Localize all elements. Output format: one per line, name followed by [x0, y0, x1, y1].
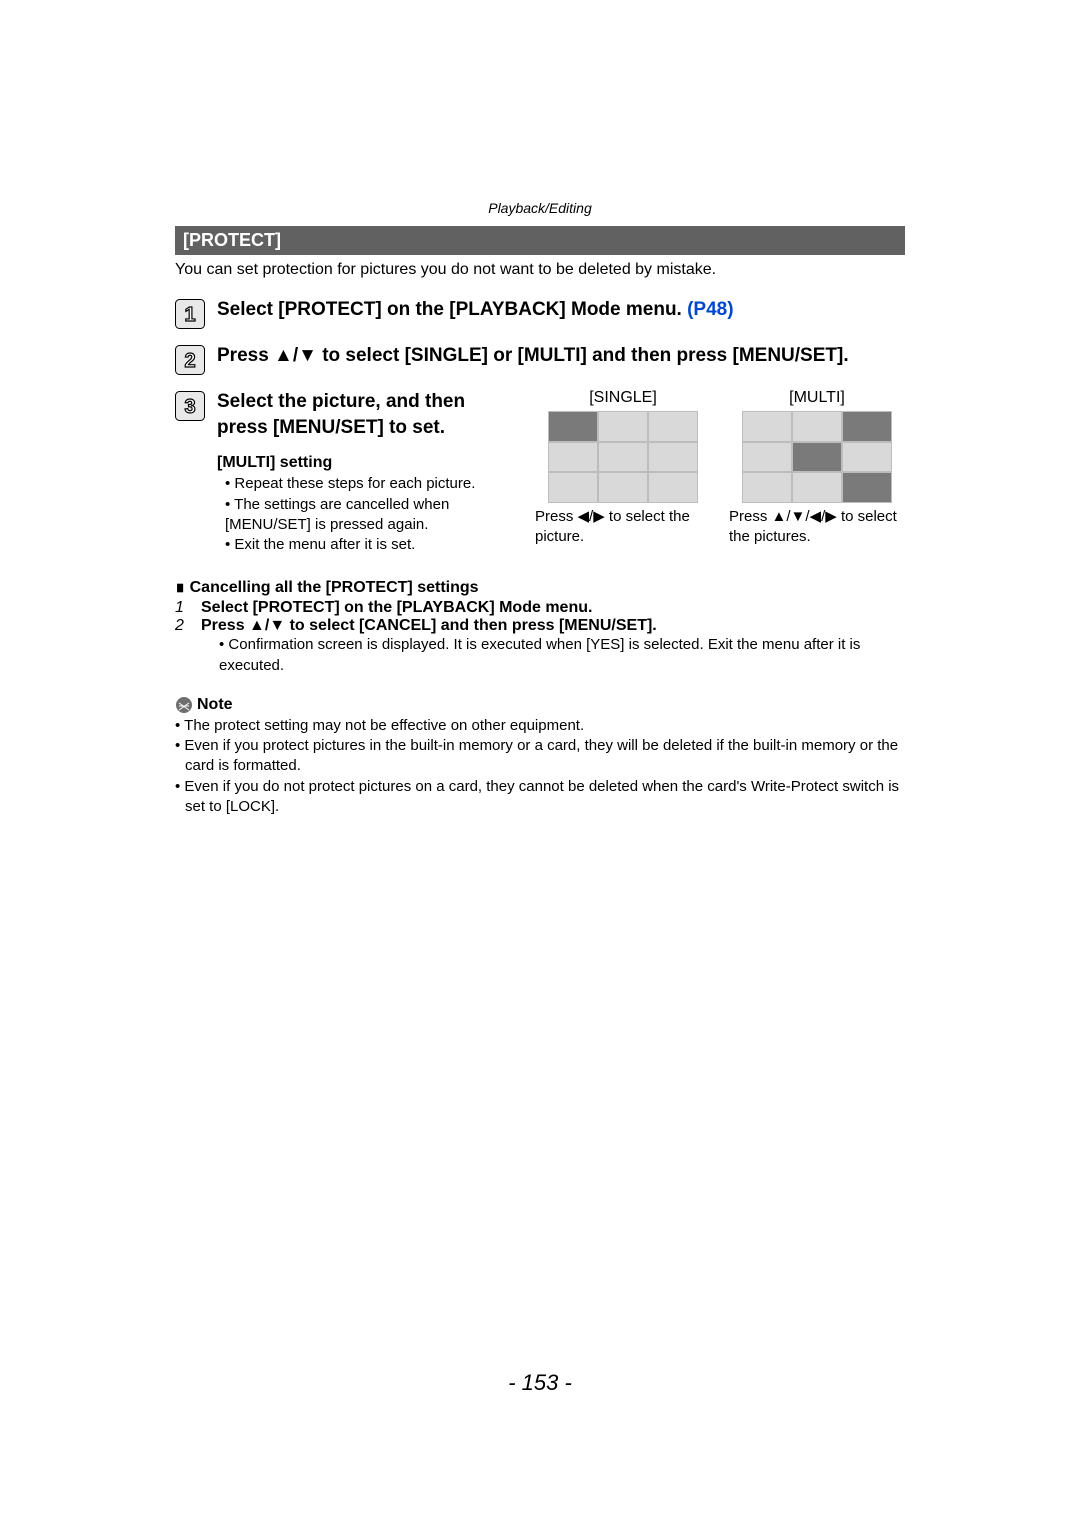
step-number-icon: 1 [175, 299, 205, 329]
bullet-item: Confirmation screen is displayed. It is … [219, 635, 905, 676]
step-3: 3 Select the picture, and then press [ME… [175, 389, 905, 555]
note-header: Note [175, 696, 905, 714]
multi-caption: Press ▲/▼/◀/▶ to select the pictures. [729, 507, 905, 546]
step-1-text: Select [PROTECT] on the [PLAYBACK] Mode … [217, 299, 687, 320]
section-intro: You can set protection for pictures you … [175, 261, 905, 279]
multi-column: [MULTI] Press ▲/▼/◀/▶ to select the pict… [729, 389, 905, 546]
bullet-item: Even if you do not protect pictures on a… [175, 777, 905, 818]
step-1: 1 Select [PROTECT] on the [PLAYBACK] Mod… [175, 297, 905, 329]
single-label: [SINGLE] [535, 389, 711, 407]
single-thumbnail-grid [548, 411, 698, 503]
step-3-title: Select the picture, and then press [MENU… [217, 389, 517, 440]
note-bullets: The protect setting may not be effective… [175, 716, 905, 817]
cancel-heading: ∎ Cancelling all the [PROTECT] settings [175, 577, 905, 597]
svg-text:3: 3 [184, 396, 195, 418]
note-icon [175, 696, 193, 714]
multi-setting-bullets: Repeat these steps for each picture. The… [217, 474, 517, 555]
breadcrumb: Playback/Editing [175, 200, 905, 216]
step-1-title: Select [PROTECT] on the [PLAYBACK] Mode … [217, 297, 905, 323]
step-3-right: [SINGLE] Press ◀/▶ to select the picture… [517, 389, 905, 555]
cancel-step-2: 2Press ▲/▼ to select [CANCEL] and then p… [175, 617, 905, 635]
single-column: [SINGLE] Press ◀/▶ to select the picture… [535, 389, 711, 546]
step-2-title: Press ▲/▼ to select [SINGLE] or [MULTI] … [217, 343, 905, 369]
cancel-block: ∎ Cancelling all the [PROTECT] settings … [175, 577, 905, 676]
multi-thumbnail-grid [742, 411, 892, 503]
step-3-left: Select the picture, and then press [MENU… [217, 389, 517, 555]
section-title: [PROTECT] [175, 226, 905, 255]
bullet-item: Even if you protect pictures in the buil… [175, 736, 905, 777]
bullet-item: The protect setting may not be effective… [175, 716, 905, 736]
bullet-item: Exit the menu after it is set. [225, 535, 517, 555]
page-ref-link[interactable]: (P48) [687, 299, 733, 320]
step-number-icon: 3 [175, 391, 205, 421]
note-label: Note [197, 696, 233, 714]
multi-setting-heading: [MULTI] setting [217, 454, 517, 472]
bullet-item: Repeat these steps for each picture. [225, 474, 517, 494]
multi-label: [MULTI] [729, 389, 905, 407]
bullet-item: The settings are cancelled when [MENU/SE… [225, 495, 517, 536]
step-number-icon: 2 [175, 345, 205, 375]
page-number: - 153 - [0, 1370, 1080, 1396]
single-caption: Press ◀/▶ to select the picture. [535, 507, 711, 546]
manual-page: Playback/Editing [PROTECT] You can set p… [0, 0, 1080, 1526]
svg-text:1: 1 [184, 304, 195, 326]
cancel-step-1: 1Select [PROTECT] on the [PLAYBACK] Mode… [175, 599, 905, 617]
step-2: 2 Press ▲/▼ to select [SINGLE] or [MULTI… [175, 343, 905, 375]
svg-text:2: 2 [184, 350, 195, 372]
cancel-steps: 1Select [PROTECT] on the [PLAYBACK] Mode… [175, 599, 905, 635]
cancel-sub-bullets: Confirmation screen is displayed. It is … [175, 635, 905, 676]
